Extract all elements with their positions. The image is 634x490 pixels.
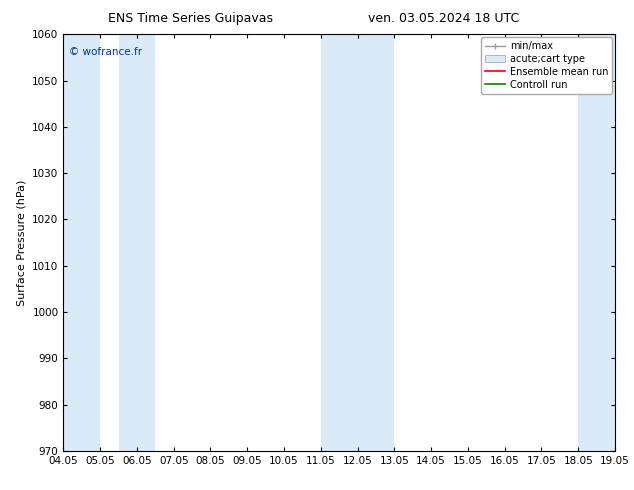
Y-axis label: Surface Pressure (hPa): Surface Pressure (hPa)	[16, 179, 27, 306]
Text: © wofrance.fr: © wofrance.fr	[69, 47, 142, 57]
Bar	[578, 34, 623, 451]
Bar	[358, 34, 394, 451]
Bar	[119, 34, 155, 451]
Text: ven. 03.05.2024 18 UTC: ven. 03.05.2024 18 UTC	[368, 12, 519, 25]
Bar	[321, 34, 358, 451]
Text: ENS Time Series Guipavas: ENS Time Series Guipavas	[108, 12, 273, 25]
Legend: min/max, acute;cart type, Ensemble mean run, Controll run: min/max, acute;cart type, Ensemble mean …	[481, 37, 612, 94]
Bar	[63, 34, 100, 451]
